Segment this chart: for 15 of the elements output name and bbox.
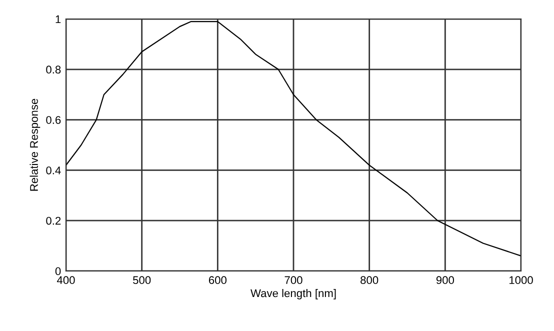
x-axis-title: Wave length [nm]: [250, 288, 336, 300]
x-tick-label: 800: [360, 276, 378, 284]
y-tick-label: 0: [55, 267, 61, 276]
y-tick-label: 0.4: [46, 166, 61, 174]
x-tick-label: 500: [133, 276, 151, 284]
x-tick-label: 700: [284, 276, 302, 284]
x-tick-label: 900: [436, 276, 454, 284]
y-axis-title: Relative Response: [30, 98, 40, 191]
y-tick-label: 0.6: [46, 116, 61, 124]
x-tick-label: 400: [56, 276, 75, 284]
x-tick-label: 600: [208, 276, 226, 284]
x-tick-label: 1000: [509, 276, 533, 284]
y-tick-label: 1: [56, 15, 61, 24]
y-tick-label: 0.8: [46, 66, 61, 74]
y-tick-label: 0.2: [46, 216, 61, 225]
